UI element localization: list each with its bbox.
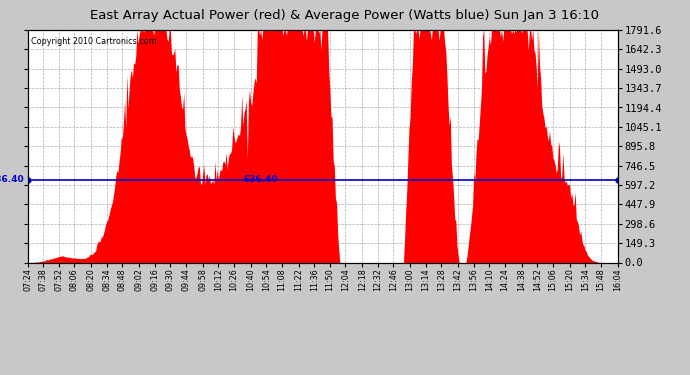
Text: 636.40: 636.40 bbox=[243, 176, 277, 184]
Text: 636.40: 636.40 bbox=[0, 176, 24, 184]
Text: Copyright 2010 Cartronics.com: Copyright 2010 Cartronics.com bbox=[30, 37, 157, 46]
Text: East Array Actual Power (red) & Average Power (Watts blue) Sun Jan 3 16:10: East Array Actual Power (red) & Average … bbox=[90, 9, 600, 22]
